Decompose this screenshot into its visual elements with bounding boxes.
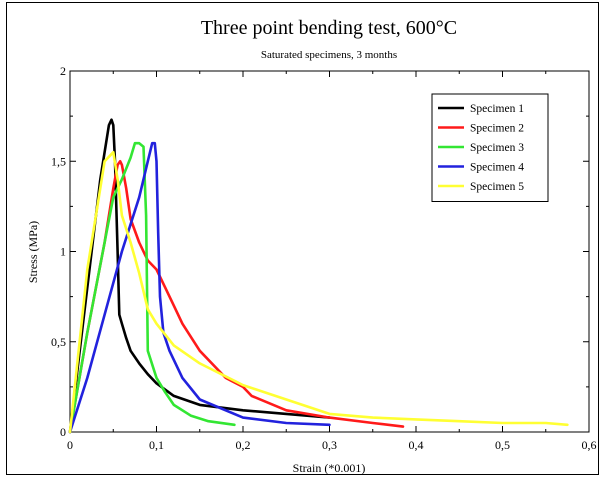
chart-title: Three point bending test, 600°C (201, 17, 457, 39)
x-tick-label: 0,1 (149, 438, 164, 452)
x-tick-label: 0,3 (322, 438, 337, 452)
series-line-specimen-3 (68, 141, 236, 434)
x-tick-label: 0,2 (236, 438, 251, 452)
y-axis-label: Stress (MPa) (26, 221, 40, 283)
x-tick-label: 0,6 (582, 438, 597, 452)
y-tick-label: 1 (60, 245, 66, 259)
outer-frame (6, 2, 599, 475)
chart-subtitle: Saturated specimens, 3 months (261, 49, 397, 61)
legend-label: Specimen 4 (470, 162, 524, 174)
legend-label: Specimen 3 (470, 142, 524, 154)
x-tick-label: 0,5 (495, 438, 510, 452)
legend-label: Specimen 2 (470, 123, 524, 135)
series-line-specimen-5 (68, 150, 569, 434)
legend-label: Specimen 5 (470, 181, 524, 193)
series-line-specimen-4 (68, 141, 331, 434)
legend: Specimen 1 Specimen 2 Specimen 3 Specimen 4… (431, 93, 549, 202)
y-tick-label: 1,5 (51, 154, 66, 168)
y-tick-label: 0 (60, 425, 66, 439)
y-tick-label: 0,5 (51, 335, 66, 349)
x-tick-label: 0,4 (409, 438, 424, 452)
series-line-specimen-1 (68, 118, 331, 434)
x-axis-label: Strain (*0.001) (293, 461, 366, 475)
x-tick-label: 0 (67, 438, 73, 452)
y-tick-label: 2 (60, 64, 66, 78)
legend-label: Specimen 1 (470, 103, 524, 115)
plot-area: 0 0,1 0,2 0,3 0,4 0,5 0,6 0 0,5 1 1,5 2 (51, 64, 597, 452)
